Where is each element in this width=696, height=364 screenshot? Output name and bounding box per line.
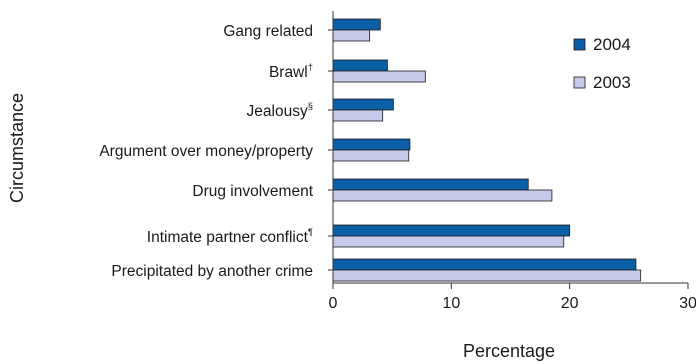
category-label: Drug involvement <box>192 183 313 200</box>
bar-2003-3 <box>332 109 384 122</box>
legend: 2004 2003 <box>573 35 631 92</box>
legend-swatch-2003 <box>573 76 586 89</box>
bar-2004-3 <box>332 98 394 111</box>
category-label: Jealousy§ <box>247 101 313 120</box>
x-tick-label: 30 <box>679 295 696 312</box>
bar-2003-4 <box>332 149 410 162</box>
bar-2003-1 <box>332 29 371 42</box>
bar-2003-2 <box>332 70 426 83</box>
x-tick-label: 20 <box>561 295 579 312</box>
bar-2003-7 <box>332 269 642 282</box>
x-tick-label: 0 <box>329 295 338 312</box>
bar-2004-6 <box>332 224 571 237</box>
bar-2003-6 <box>332 235 565 248</box>
legend-swatch-2004 <box>573 38 586 51</box>
legend-label-2003: 2003 <box>593 73 631 92</box>
category-label: Precipitated by another crime <box>111 263 313 280</box>
legend-label-2004: 2004 <box>593 35 631 54</box>
bar-2003-5 <box>332 189 553 202</box>
x-axis-title: Percentage <box>463 341 555 361</box>
category-label: Gang related <box>223 23 313 40</box>
x-tick-label: 10 <box>442 295 460 312</box>
bar-2004-2 <box>332 59 388 72</box>
category-label: Argument over money/property <box>99 143 313 160</box>
bar-2004-1 <box>332 18 381 31</box>
plot-area: Gang related Brawl† Jealousy§ Argument over… <box>99 11 696 312</box>
y-axis-title: Circumstance <box>7 93 27 203</box>
bar-2004-5 <box>332 178 529 191</box>
category-label: Brawl† <box>269 62 313 81</box>
bar-2004-7 <box>332 258 637 271</box>
bar-2004-4 <box>332 138 411 151</box>
category-label: Intimate partner conflict¶ <box>147 227 313 246</box>
